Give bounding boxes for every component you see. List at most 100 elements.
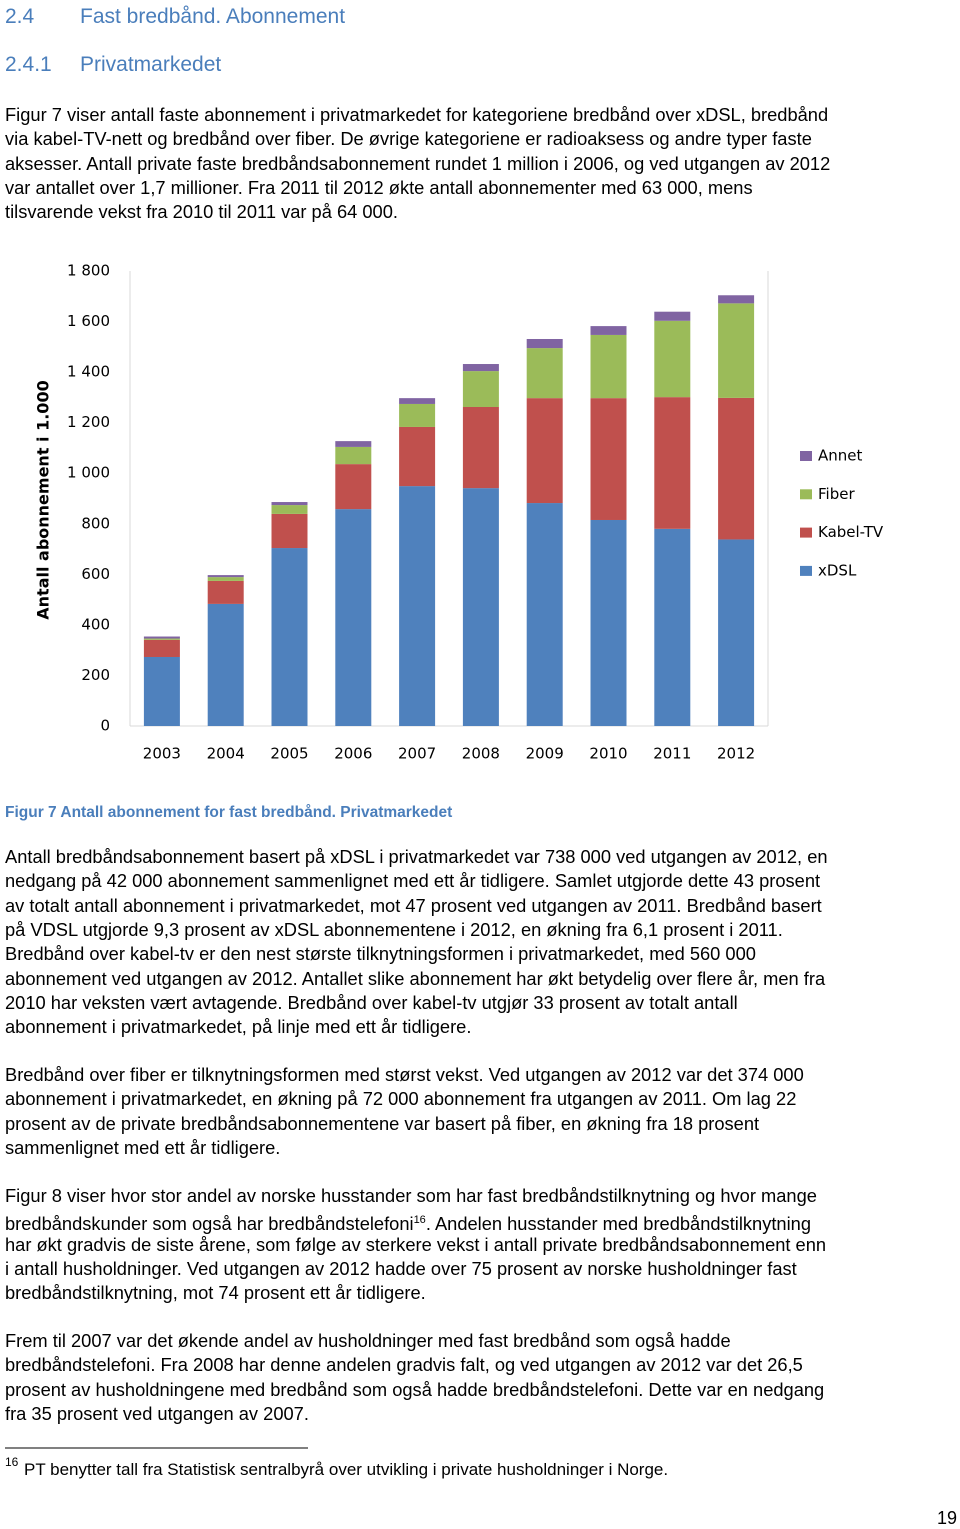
y-tick-label: 1 000 xyxy=(67,464,110,482)
bar-segment xyxy=(654,397,691,529)
page-number: 19 xyxy=(936,1508,957,1528)
text-line: 2010 har veksten vært avtagende. Bredbån… xyxy=(5,991,738,1013)
bar-segment xyxy=(462,488,499,726)
bar-segment xyxy=(143,656,180,726)
text-line: sammenlignet med ett år tidligere. xyxy=(5,1136,281,1158)
y-tick-label: 1 200 xyxy=(67,413,110,431)
bar-segment xyxy=(654,320,691,398)
text-line: av totalt antall abonnement i privatmark… xyxy=(5,894,822,916)
text-line: var antallet over 1,7 millioner. Fra 201… xyxy=(5,176,753,198)
bar-segment xyxy=(335,464,372,510)
bar-segment xyxy=(335,509,372,726)
text-line: Bredbånd over kabel-tv er den nest størs… xyxy=(5,943,756,965)
text-line: prosent av husholdningene med bredbånd s… xyxy=(5,1378,825,1400)
bar-segment xyxy=(271,502,308,506)
x-tick-label: 2010 xyxy=(589,745,627,763)
text-line: Frem til 2007 var det økende andel av hu… xyxy=(5,1330,731,1351)
bar-segment xyxy=(207,577,244,581)
y-tick-label: 1 600 xyxy=(67,312,110,330)
bar-segment xyxy=(335,441,372,447)
bar-segment xyxy=(207,580,244,604)
bar-segment xyxy=(718,539,755,726)
bar-segment xyxy=(526,503,563,726)
x-tick-label: 2004 xyxy=(207,745,245,763)
bar-segment xyxy=(399,403,436,427)
bar-segment xyxy=(207,575,244,578)
text-line: abonnement ved utgangen av 2012. Antalle… xyxy=(5,967,826,989)
legend-label: Annet xyxy=(818,447,863,465)
legend-swatch xyxy=(800,565,812,576)
bar-segment xyxy=(143,639,180,657)
x-tick-label: 2003 xyxy=(143,745,181,763)
text-line: tilsvarende vekst fra 2010 til 2011 var … xyxy=(5,201,398,223)
text-span: . Andelen husstander med bredbåndstilkny… xyxy=(425,1213,811,1235)
y-tick-label: 0 xyxy=(100,717,110,735)
legend-swatch xyxy=(800,527,812,538)
footnote-number: 16 xyxy=(5,1455,19,1469)
legend-label: Fiber xyxy=(818,485,855,503)
bar-segment xyxy=(399,398,436,404)
text-line: bredbåndskunder som også har bredbåndste… xyxy=(5,1208,811,1236)
bar-segment xyxy=(271,513,308,549)
y-tick-label: 1 800 xyxy=(67,262,110,280)
legend-label: xDSL xyxy=(818,561,857,579)
bar-segment xyxy=(143,636,180,639)
text-line: prosent av de private bredbåndsabonnemen… xyxy=(5,1112,760,1134)
text-span: bredbåndskunder som også har bredbåndste… xyxy=(5,1213,414,1235)
bar-segment xyxy=(590,326,627,335)
text-line: Antall bredbåndsabonnement basert på xDS… xyxy=(5,846,828,867)
section-number: 2.4 xyxy=(5,5,35,28)
y-tick-label: 200 xyxy=(81,666,110,684)
text-line: Figur 8 viser hvor stor andel av norske … xyxy=(5,1185,817,1206)
footnote-text: PT benytter tall fra Statistisk sentralb… xyxy=(24,1460,669,1479)
bar-segment xyxy=(654,528,691,726)
subsection-number: 2.4.1 xyxy=(5,53,52,76)
bar-segment xyxy=(590,519,627,726)
bar-segment xyxy=(718,295,755,304)
bar-segment xyxy=(526,398,563,504)
subsection-title: Privatmarkedet xyxy=(80,53,222,76)
x-tick-label: 2009 xyxy=(526,745,564,763)
x-tick-label: 2007 xyxy=(398,745,436,763)
text-line: bredbåndstilknytning, mot 74 prosent ett… xyxy=(5,1282,426,1304)
bar-segment xyxy=(462,371,499,407)
bar-segment xyxy=(143,638,180,640)
bar-segment xyxy=(462,364,499,372)
legend-swatch xyxy=(800,451,812,461)
y-tick-label: 600 xyxy=(81,565,110,583)
y-tick-label: 1 400 xyxy=(67,363,110,381)
bar-segment xyxy=(271,505,308,514)
text-line: via kabel-TV-nett og bredbånd over fiber… xyxy=(5,128,812,150)
text-line: i antall husholdninger. Ved utgangen av … xyxy=(5,1257,797,1279)
x-tick-label: 2006 xyxy=(334,745,372,763)
legend-swatch xyxy=(800,489,812,500)
text-line: aksesser. Antall private faste bredbånds… xyxy=(5,152,831,174)
text-line: bredbåndstelefoni. Fra 2008 har denne an… xyxy=(5,1354,803,1376)
x-tick-label: 2012 xyxy=(717,745,755,763)
bar-segment xyxy=(526,338,563,349)
x-tick-label: 2005 xyxy=(270,745,308,763)
text-line: fra 35 prosent ved utgangen av 2007. xyxy=(5,1402,309,1424)
bar-segment xyxy=(526,348,563,399)
legend-label: Kabel-TV xyxy=(818,523,884,541)
text-line: nedgang på 42 000 abonnement sammenligne… xyxy=(5,870,821,892)
bar-segment xyxy=(654,311,691,321)
x-tick-label: 2008 xyxy=(462,745,500,763)
bar-segment xyxy=(718,397,755,540)
bar-segment xyxy=(271,548,308,726)
text-line: har økt gradvis de siste årene, som følg… xyxy=(5,1233,827,1255)
bar-segment xyxy=(718,303,755,398)
bar-segment xyxy=(590,334,627,399)
text-line: på VDSL utgjorde 9,3 prosent av xDSL abo… xyxy=(5,918,783,940)
text-line: Bredbånd over fiber er tilknytningsforme… xyxy=(5,1064,804,1085)
x-tick-label: 2011 xyxy=(653,745,691,763)
y-axis-label: Antall abonnement i 1.000 xyxy=(34,380,53,619)
footnote-ref: 16 xyxy=(413,1214,426,1227)
y-tick-label: 400 xyxy=(81,615,110,633)
text-line: abonnement i privatmarkedet, en økning p… xyxy=(5,1088,797,1110)
y-tick-label: 800 xyxy=(81,514,110,532)
bar-segment xyxy=(590,398,627,520)
bar-segment xyxy=(399,486,436,726)
